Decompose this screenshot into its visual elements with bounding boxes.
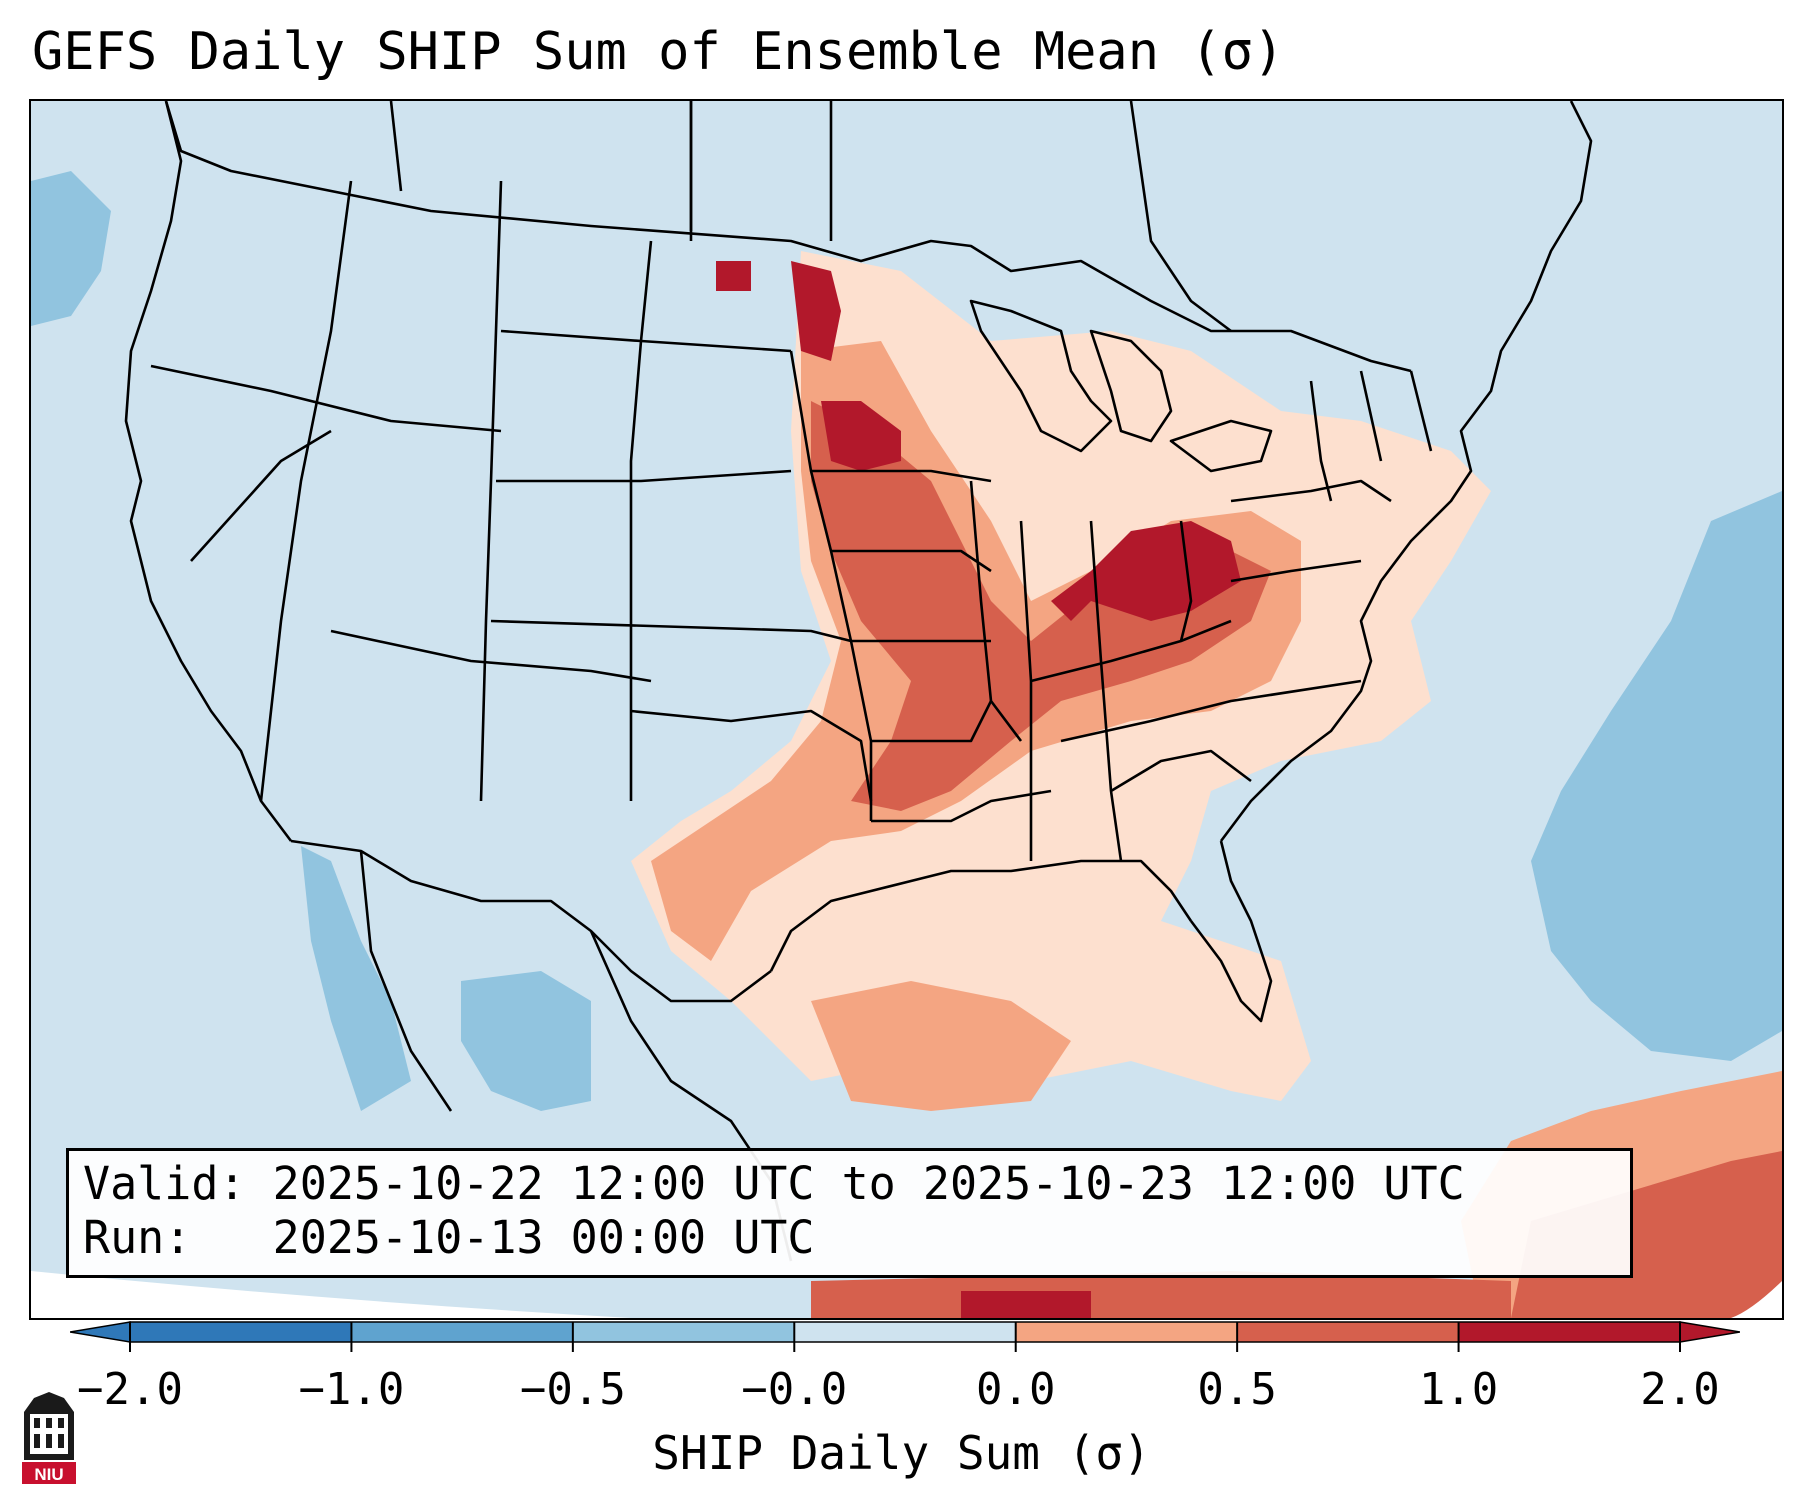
colorbar-segment [794, 1322, 1016, 1342]
anomaly-atlantic-negative [1531, 491, 1782, 1061]
colorbar-segment [572, 1322, 795, 1342]
colorbar-extend-high [1679, 1321, 1740, 1343]
colorbar-tick-label: −1.0 [298, 1364, 405, 1415]
anomaly-gulf-of-california-negative [301, 846, 411, 1111]
map-canvas [31, 101, 1782, 1318]
out-of-domain-corner-right [1731, 1281, 1782, 1318]
colorbar-ticks [129, 1322, 1681, 1352]
valid-run-info-box: Valid: 2025-10-22 12:00 UTC to 2025-10-2… [66, 1148, 1633, 1278]
colorbar-tick-label: 0.5 [1197, 1364, 1277, 1415]
boundary-lines [124, 101, 1593, 1262]
colorbar-segment [1015, 1322, 1238, 1342]
anomaly-midwest-strong-positive [811, 401, 1271, 811]
out-of-domain-corner [31, 1271, 631, 1318]
anomaly-mexico-negative [461, 971, 591, 1111]
colorbar-label: SHIP Daily Sum (σ) [652, 1426, 1151, 1480]
run-time-text: Run: 2025-10-13 00:00 UTC [83, 1211, 815, 1264]
chart-title: GEFS Daily SHIP Sum of Ensemble Mean (σ) [32, 22, 1285, 82]
niu-logo: NIU [22, 1392, 76, 1484]
svg-text:NIU: NIU [34, 1465, 63, 1484]
anomaly-nd-very-strong [716, 261, 751, 291]
colorbar-tick-label: 2.0 [1640, 1364, 1720, 1415]
colorbar-extend-low [70, 1321, 131, 1343]
map-panel [29, 99, 1784, 1320]
colorbar-tick-label: 0.0 [975, 1364, 1056, 1415]
colorbar-tick-label: 1.0 [1418, 1364, 1499, 1415]
colorbar-segment [1458, 1322, 1680, 1342]
colorbar-tick-label: −2.0 [77, 1364, 183, 1415]
colorbar-tick-label: −0.0 [741, 1364, 848, 1415]
colorbar-segment [351, 1322, 573, 1342]
colorbar-segments [70, 1321, 1740, 1343]
anomaly-pacific-negative [31, 171, 111, 326]
anomaly-ohio-very-strong [1051, 521, 1241, 621]
colorbar-tick-label: −0.5 [519, 1364, 626, 1415]
colorbar-segment [130, 1322, 352, 1342]
colorbar-segment [1237, 1322, 1459, 1342]
anomaly-gulf-bottom-very-strong [961, 1291, 1091, 1318]
valid-time-text: Valid: 2025-10-22 12:00 UTC to 2025-10-2… [83, 1157, 1465, 1210]
anomaly-iowa-very-strong [821, 401, 901, 471]
colorbar [70, 1321, 1740, 1352]
anomaly-gulf-medium-positive [811, 981, 1071, 1111]
anomaly-minnesota-very-strong [791, 261, 841, 361]
